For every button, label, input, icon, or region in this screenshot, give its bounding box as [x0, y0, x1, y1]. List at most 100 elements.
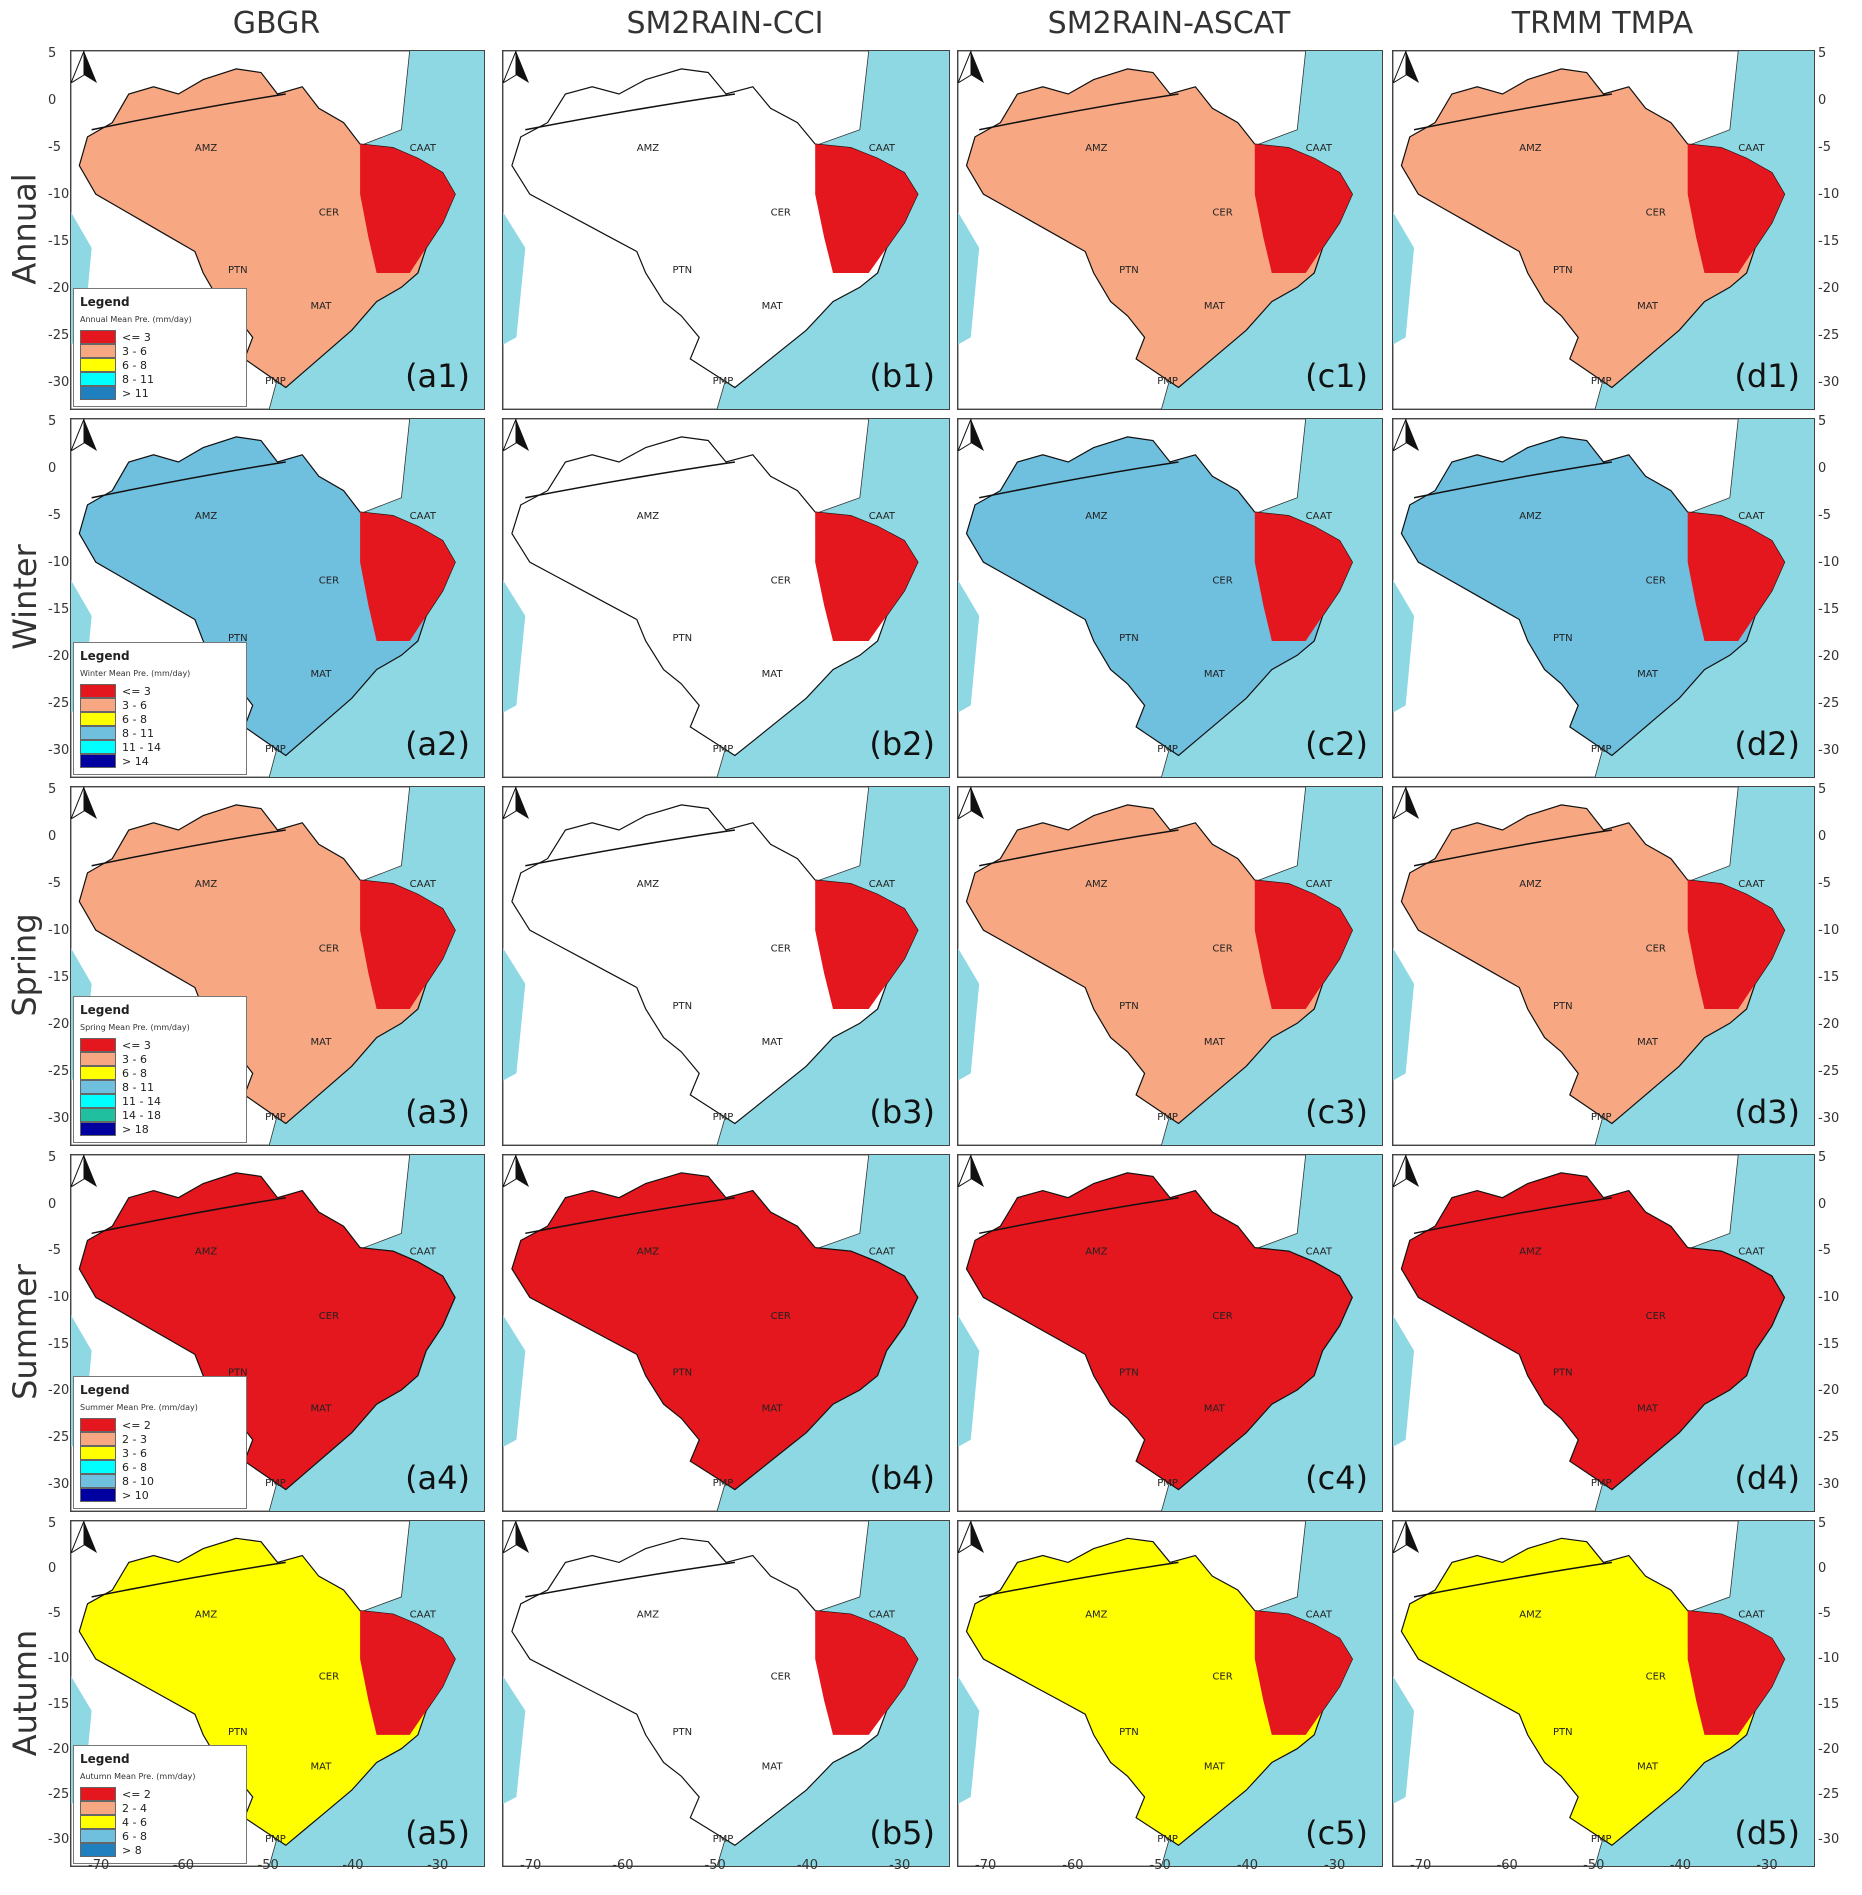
y-tick-left: 0 — [48, 1196, 57, 1212]
region-label-amz: AMZ — [1519, 143, 1541, 154]
y-tick-right: 0 — [1818, 92, 1827, 108]
region-label-cer: CER — [1646, 208, 1666, 219]
y-tick-right: 5 — [1818, 1150, 1827, 1165]
row-title-2: Spring — [0, 786, 50, 1144]
region-label-amz: AMZ — [637, 879, 659, 890]
brazil-precip-fill — [511, 1172, 919, 1491]
panel-label: (c2) — [1305, 725, 1368, 763]
y-tick-left: -25 — [48, 1430, 70, 1445]
region-label-cer: CER — [319, 1311, 339, 1322]
region-label-caat: CAAT — [1738, 1610, 1765, 1621]
pacific-ocean — [503, 1676, 526, 1804]
y-tick-right: -25 — [1818, 1786, 1840, 1802]
region-label-amz: AMZ — [1085, 511, 1107, 522]
region-label-cer: CER — [319, 944, 339, 955]
region-label-ptn: PTN — [1553, 1001, 1573, 1012]
amazon-river — [525, 1196, 736, 1235]
amazon-river — [1413, 461, 1613, 499]
y-tick-right: -5 — [1818, 1243, 1831, 1259]
column-title-2: SM2RAIN-ASCAT — [1047, 6, 1291, 41]
map-panel-1-3: AMZ CAAT CER PTN MAT PMP (d2) — [1392, 418, 1815, 778]
legend-item-label: 14 - 18 — [122, 1108, 161, 1122]
y-tick-right: 5 — [1818, 414, 1827, 429]
region-label-mat: MAT — [1204, 1403, 1226, 1414]
northeast-dry-zone — [1254, 1610, 1353, 1735]
y-tick-left: -10 — [48, 1651, 70, 1667]
map-svg: AMZ CAAT CER PTN MAT PMP — [1393, 51, 1786, 409]
north-arrow-icon — [71, 51, 97, 83]
y-tick-right: -5 — [1818, 1606, 1831, 1622]
y-tick-right: -20 — [1818, 1741, 1840, 1757]
amazon-river — [979, 1196, 1179, 1235]
region-label-mat: MAT — [1637, 1403, 1659, 1414]
legend-item-label: > 8 — [122, 1843, 142, 1857]
legend-item: 6 - 8 — [80, 1460, 240, 1474]
region-label-amz: AMZ — [637, 1247, 659, 1258]
amazon-river — [979, 461, 1179, 499]
y-tick-left: -10 — [48, 554, 70, 570]
legend-item: 6 - 8 — [80, 1829, 240, 1843]
legend-item-label: 6 - 8 — [122, 1066, 147, 1080]
region-label-ptn: PTN — [1553, 265, 1573, 276]
region-label-caat: CAAT — [869, 1247, 896, 1258]
y-tick-right: -10 — [1818, 922, 1840, 938]
legend-swatch — [80, 1446, 116, 1460]
x-tick: -60 — [612, 1858, 634, 1873]
column-title-3: TRMM TMPA — [1511, 6, 1694, 41]
y-tick-right: -20 — [1818, 648, 1840, 664]
y-tick-right: -10 — [1818, 186, 1840, 202]
y-tick-right: 5 — [1818, 46, 1827, 61]
region-label-caat: CAAT — [1306, 879, 1333, 890]
legend-item: > 11 — [80, 386, 240, 400]
row-title-text: Spring — [6, 913, 45, 1017]
region-label-caat: CAAT — [410, 143, 437, 154]
map-svg: AMZ CAAT CER PTN MAT PMP — [71, 419, 456, 777]
y-tick-right: -30 — [1818, 1831, 1840, 1847]
y-tick-left: -10 — [48, 1290, 70, 1305]
map-panel-0-1: AMZ CAAT CER PTN MAT PMP (b1) — [502, 50, 950, 410]
legend-swatch — [80, 330, 116, 344]
legend-item: > 8 — [80, 1843, 240, 1857]
column-title-0: GBGR — [232, 6, 321, 41]
panel-label: (a5) — [405, 1814, 470, 1852]
north-arrow-icon — [1393, 787, 1419, 819]
y-tick-left: -5 — [48, 139, 61, 155]
amazon-river — [979, 1561, 1179, 1598]
pacific-ocean — [1393, 948, 1415, 1081]
region-label-amz: AMZ — [1085, 1610, 1107, 1621]
north-arrow-icon — [503, 419, 529, 451]
x-tick: -30 — [889, 1858, 911, 1873]
region-label-ptn: PTN — [1119, 265, 1139, 276]
y-tick-right: -5 — [1818, 139, 1831, 155]
region-label-ptn: PTN — [228, 1368, 248, 1379]
region-label-ptn: PTN — [672, 633, 692, 644]
legend-item-label: <= 3 — [122, 1038, 151, 1052]
northeast-dry-zone — [815, 144, 918, 273]
region-label-ptn: PTN — [1553, 1727, 1573, 1738]
y-tick-left: -5 — [48, 1243, 61, 1259]
region-label-pmp: PMP — [265, 376, 286, 387]
region-label-amz: AMZ — [1519, 511, 1541, 522]
region-label-ptn: PTN — [1119, 1368, 1139, 1379]
legend-swatch — [80, 1787, 116, 1801]
region-label-pmp: PMP — [1157, 744, 1178, 755]
region-label-cer: CER — [1646, 576, 1666, 587]
legend-item: 14 - 18 — [80, 1108, 240, 1122]
y-tick-left: -5 — [48, 1606, 61, 1622]
northeast-dry-zone — [1254, 880, 1353, 1009]
region-label-pmp: PMP — [1157, 376, 1178, 387]
north-arrow-icon — [503, 51, 529, 83]
panel-label: (a1) — [405, 357, 470, 395]
legend-item-label: <= 2 — [122, 1418, 151, 1432]
region-label-caat: CAAT — [869, 1610, 896, 1621]
region-label-caat: CAAT — [1738, 879, 1765, 890]
region-label-cer: CER — [1646, 944, 1666, 955]
x-tick: -70 — [975, 1858, 997, 1873]
y-tick-left: -30 — [48, 1831, 70, 1847]
region-label-cer: CER — [319, 1672, 339, 1683]
row-title-3: Summer — [0, 1154, 50, 1510]
row-title-text: Winter — [6, 544, 44, 650]
region-label-pmp: PMP — [713, 1112, 734, 1123]
map-svg: AMZ CAAT CER PTN MAT PMP — [958, 1521, 1353, 1866]
